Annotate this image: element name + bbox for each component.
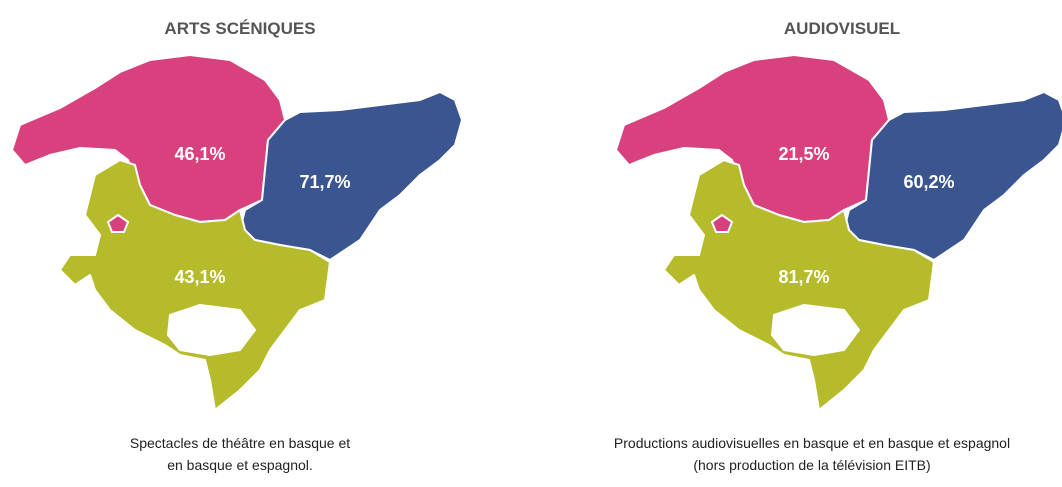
region — [239, 91, 463, 261]
map-title: AUDIOVISUEL — [784, 19, 900, 38]
enclave — [107, 214, 129, 233]
region-label: 21,5% — [778, 144, 829, 164]
caption-line: (hors production de la télévision EITB) — [693, 457, 930, 473]
region — [615, 54, 890, 223]
map-title: ARTS SCÉNIQUES — [164, 19, 315, 38]
caption-line: Productions audiovisuelles en basque et … — [614, 435, 1010, 451]
region-label: 46,1% — [174, 144, 225, 164]
region-label: 81,7% — [778, 267, 829, 287]
region-label: 71,7% — [299, 172, 350, 192]
region — [843, 91, 1062, 261]
enclave — [711, 214, 733, 233]
caption-line: Spectacles de théâtre en basque et — [130, 435, 350, 451]
map: 46,1% 71,7% 43,1% — [11, 54, 463, 411]
region — [11, 54, 286, 223]
lake — [771, 304, 860, 356]
map: 21,5% 60,2% 81,7% — [615, 54, 1062, 411]
lake — [167, 304, 256, 356]
caption-line: en basque et espagnol. — [167, 457, 313, 473]
region-label: 43,1% — [174, 267, 225, 287]
region-label: 60,2% — [903, 172, 954, 192]
